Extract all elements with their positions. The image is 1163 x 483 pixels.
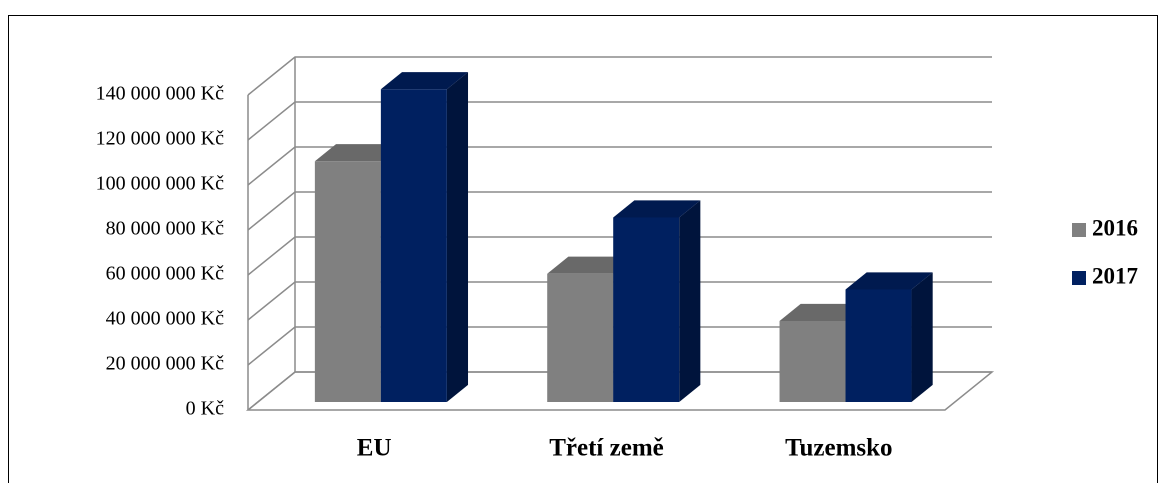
y-tick-label: 100 000 000 Kč: [96, 173, 224, 195]
legend-swatch: [1072, 223, 1086, 237]
grid-line: [247, 101, 992, 141]
y-tick-label: 40 000 000 Kč: [106, 308, 224, 330]
y-tick-label: 60 000 000 Kč: [106, 263, 224, 285]
y-tick-label: 120 000 000 Kč: [96, 128, 224, 150]
bar: [613, 217, 680, 403]
bar-top: [613, 200, 701, 218]
bar: [380, 89, 447, 403]
x-tick-label: EU: [357, 435, 392, 462]
x-tick-label: Třetí země: [549, 435, 664, 462]
y-tick-label: 20 000 000 Kč: [106, 353, 224, 375]
y-tick-label: 0 Kč: [186, 398, 224, 420]
bar-top: [314, 144, 403, 162]
legend-label: 2017: [1092, 263, 1138, 288]
frame: [8, 15, 1158, 483]
y-tick-label: 140 000 000 Kč: [96, 83, 224, 105]
bar: [845, 289, 912, 403]
x-tick-label: Tuzemsko: [785, 435, 892, 462]
bar-side: [911, 272, 933, 403]
bar-top: [779, 303, 867, 322]
bar: [314, 161, 381, 403]
legend-label: 2016: [1092, 215, 1138, 240]
bar: [547, 273, 614, 403]
bar-top: [547, 256, 635, 274]
bar: [779, 321, 846, 403]
grid-line: [247, 56, 992, 96]
bar-top: [845, 272, 933, 290]
bar-side: [446, 72, 469, 403]
legend-swatch: [1072, 271, 1086, 285]
bar-side: [679, 200, 701, 403]
bar-top: [380, 72, 469, 90]
y-tick-label: 80 000 000 Kč: [106, 218, 224, 240]
